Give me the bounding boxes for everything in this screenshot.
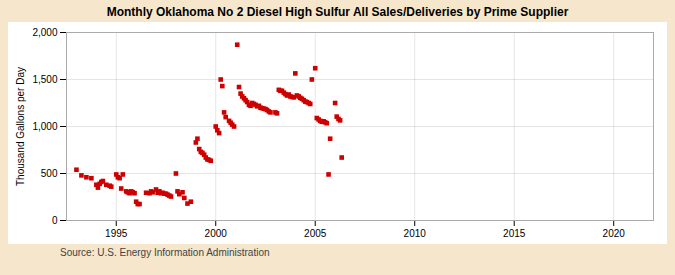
html-text:Source: U.S. Energy Informatio: Source: U.S. Energy Information Administ… (60, 247, 270, 258)
svg-text:0: 0 (52, 215, 58, 226)
svg-text:2000: 2000 (205, 228, 228, 239)
svg-text:2005: 2005 (304, 228, 327, 239)
svg-text:Thousand Gallons per Day: Thousand Gallons per Day (15, 67, 26, 186)
svg-text:1,000: 1,000 (32, 121, 57, 132)
svg-text:2015: 2015 (503, 228, 526, 239)
svg-text:500: 500 (41, 168, 58, 179)
svg-text:1995: 1995 (105, 228, 128, 239)
svg-text:2020: 2020 (603, 228, 626, 239)
svg-text:2010: 2010 (404, 228, 427, 239)
svg-text:2,000: 2,000 (32, 27, 57, 38)
svg-text:1,500: 1,500 (32, 74, 57, 85)
html-text:Monthly Oklahoma No 2 Diesel H: Monthly Oklahoma No 2 Diesel High Sulfur… (106, 5, 569, 19)
